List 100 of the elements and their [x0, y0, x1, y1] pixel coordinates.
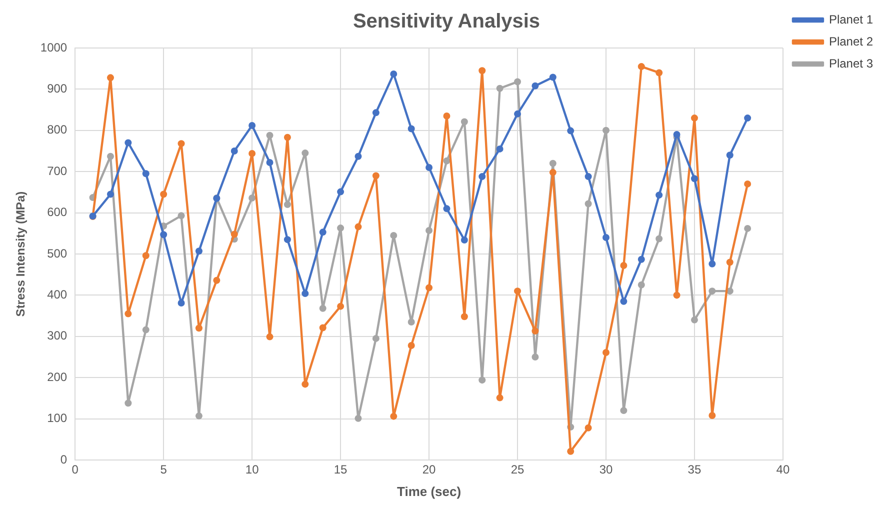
y-tick-label: 500 [47, 246, 68, 260]
point [443, 157, 450, 164]
point [302, 290, 309, 298]
point [408, 342, 415, 349]
point [266, 159, 274, 166]
point [549, 160, 556, 167]
y-tick-label: 0 [60, 452, 68, 466]
point [532, 354, 539, 360]
point [266, 132, 274, 139]
y-tick-label: 900 [47, 82, 68, 96]
y-tick-label: 800 [47, 122, 68, 137]
chart-title: Sensitivity Analysis [352, 10, 540, 33]
point [443, 112, 450, 120]
point [426, 284, 433, 292]
point [284, 236, 291, 244]
point [567, 448, 574, 455]
point [549, 74, 556, 81]
point [337, 188, 344, 196]
point [160, 190, 168, 198]
point [638, 281, 645, 288]
x-tick-label: 15 [334, 462, 348, 477]
point [532, 328, 539, 335]
point [408, 125, 415, 132]
point [602, 234, 610, 242]
point [124, 139, 132, 146]
point [319, 304, 326, 312]
point [124, 400, 132, 407]
point [584, 424, 592, 432]
point [638, 256, 645, 263]
y-tick-label: 600 [47, 205, 68, 220]
point [602, 126, 610, 134]
point [124, 310, 132, 318]
point [708, 288, 716, 295]
point [390, 412, 398, 420]
point [337, 302, 344, 310]
point [602, 348, 610, 356]
y-tick-label: 100 [47, 411, 68, 426]
x-tick-label: 10 [245, 462, 260, 477]
point [584, 173, 592, 180]
point [160, 231, 168, 238]
point [106, 74, 114, 82]
point [284, 201, 291, 208]
point [337, 224, 344, 232]
point [106, 190, 114, 198]
point [443, 205, 450, 212]
point [478, 67, 486, 74]
point [620, 407, 628, 414]
point [142, 326, 150, 334]
point [354, 223, 362, 230]
point [620, 298, 628, 305]
x-tick-label: 25 [510, 462, 525, 477]
point [656, 69, 663, 76]
x-tick-label: 35 [688, 462, 702, 477]
point [178, 212, 185, 220]
point [496, 84, 504, 92]
x-tick-label: 40 [776, 462, 790, 477]
y-tick-label: 700 [47, 164, 68, 178]
point [354, 414, 362, 422]
point [372, 109, 380, 116]
point [567, 127, 574, 134]
point [319, 324, 326, 332]
point [178, 300, 185, 307]
point [460, 236, 468, 244]
y-axis-title: Stress Intensity (MPa) [14, 191, 28, 317]
point [248, 150, 256, 157]
point [532, 82, 539, 90]
point [496, 394, 504, 402]
point [284, 134, 291, 141]
point [178, 140, 185, 148]
point [390, 232, 398, 239]
point [656, 192, 663, 199]
y-tick-label: 200 [47, 370, 68, 384]
point [142, 252, 150, 260]
point [230, 148, 238, 154]
point [690, 316, 698, 324]
x-tick-label: 30 [599, 462, 613, 477]
point [266, 333, 274, 340]
point [726, 152, 734, 159]
point [514, 110, 522, 118]
y-tick-label: 400 [47, 288, 68, 302]
point [142, 170, 150, 178]
point [478, 376, 486, 384]
point [302, 150, 309, 157]
point [248, 194, 256, 202]
x-tick-label: 20 [422, 462, 436, 477]
point [656, 235, 663, 242]
point [744, 114, 752, 122]
point [690, 114, 698, 122]
x-axis-title: Time (sec) [396, 484, 462, 499]
legend-label: Planet 2 [828, 34, 874, 48]
point [248, 122, 256, 129]
point [195, 412, 202, 420]
point [549, 168, 556, 176]
point [496, 145, 504, 152]
y-tick-label: 1000 [40, 40, 68, 54]
point [460, 118, 468, 126]
point [426, 164, 433, 171]
point [408, 318, 415, 326]
point [514, 288, 522, 295]
point [302, 380, 309, 388]
